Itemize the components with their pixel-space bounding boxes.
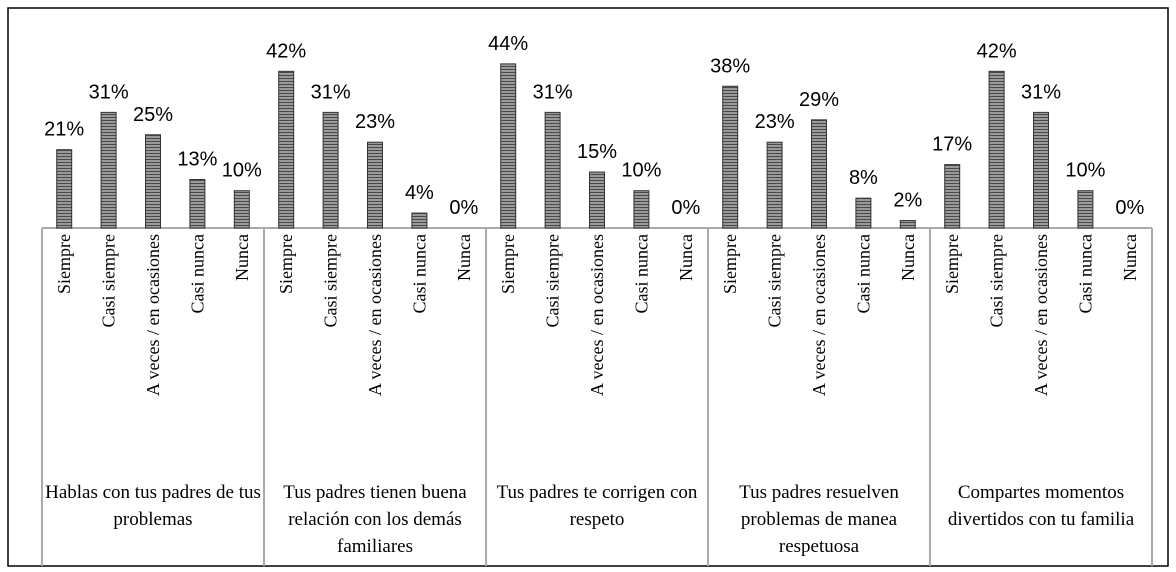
category-label: A veces / en ocasiones <box>1031 234 1051 396</box>
bar <box>988 70 1005 229</box>
value-label: 10% <box>621 160 661 182</box>
value-label: 38% <box>710 55 750 77</box>
bar <box>722 85 739 229</box>
bar <box>899 220 916 229</box>
category-label: Siempre <box>54 234 74 294</box>
bar <box>633 190 650 229</box>
value-label: 42% <box>266 40 306 62</box>
value-label: 31% <box>311 81 351 103</box>
category-label: Nunca <box>676 234 696 281</box>
value-label: 31% <box>89 81 129 103</box>
bar <box>322 111 339 229</box>
bar <box>855 197 872 229</box>
group-label: Compartes momentos divertidos con tu fam… <box>947 482 1135 530</box>
value-label: 23% <box>755 111 795 133</box>
bar <box>145 134 161 229</box>
group-label: Tus padres resuelven problemas de manea … <box>739 482 899 557</box>
category-label: A veces / en ocasiones <box>365 234 385 396</box>
value-label: 10% <box>1065 160 1105 182</box>
bar <box>56 149 73 229</box>
bar <box>766 141 783 229</box>
value-label: 0% <box>1115 197 1144 219</box>
frame <box>7 7 1169 567</box>
group-label: Tus padres tienen buena relación con los… <box>283 482 467 557</box>
value-label: 4% <box>405 182 434 204</box>
bar <box>500 63 517 229</box>
bar <box>1077 190 1094 229</box>
category-label: A veces / en ocasiones <box>587 234 607 396</box>
value-label: 0% <box>671 197 700 219</box>
category-label: Siempre <box>276 234 296 294</box>
category-label: Siempre <box>942 234 962 294</box>
bar <box>811 119 827 229</box>
category-label: Casi siempre <box>99 234 119 327</box>
category-label: Casi siempre <box>765 234 785 327</box>
value-label: 13% <box>177 149 217 171</box>
value-label: 42% <box>977 40 1017 62</box>
category-label: Casi nunca <box>187 234 207 313</box>
value-label: 21% <box>44 119 84 141</box>
bar <box>189 179 206 229</box>
category-label: Siempre <box>498 234 518 294</box>
value-label: 8% <box>849 167 878 189</box>
value-label: 10% <box>222 160 262 182</box>
group-label: Tus padres te corrigen con respeto <box>496 482 698 530</box>
bar <box>367 141 383 229</box>
bar <box>233 190 250 229</box>
value-label: 0% <box>449 197 478 219</box>
bar <box>278 70 295 229</box>
category-label: Casi nunca <box>853 234 873 313</box>
category-label: A veces / en ocasiones <box>809 234 829 396</box>
value-label: 29% <box>799 89 839 111</box>
category-label: A veces / en ocasiones <box>143 234 163 396</box>
value-label: 44% <box>488 33 528 55</box>
bar <box>944 164 961 229</box>
value-label: 17% <box>932 134 972 156</box>
category-label: Casi nunca <box>409 234 429 313</box>
value-label: 15% <box>577 141 617 163</box>
value-label: 31% <box>1021 81 1061 103</box>
category-label: Casi nunca <box>1075 234 1095 313</box>
category-label: Casi nunca <box>631 234 651 313</box>
category-label: Casi siempre <box>543 234 563 327</box>
category-label: Casi siempre <box>987 234 1007 327</box>
bar <box>589 171 605 229</box>
value-label: 2% <box>893 190 922 212</box>
category-label: Nunca <box>454 234 474 281</box>
category-label: Casi siempre <box>321 234 341 327</box>
group-label: Hablas con tus padres de tus problemas <box>45 482 261 530</box>
category-label: Nunca <box>232 234 252 281</box>
bar <box>100 111 117 229</box>
bar <box>544 111 561 229</box>
category-label: Nunca <box>898 234 918 281</box>
value-label: 25% <box>133 104 173 126</box>
category-label: Nunca <box>1120 234 1140 281</box>
bar <box>1033 111 1049 229</box>
value-label: 23% <box>355 111 395 133</box>
category-label: Siempre <box>720 234 740 294</box>
bar <box>411 212 428 229</box>
value-label: 31% <box>533 81 573 103</box>
